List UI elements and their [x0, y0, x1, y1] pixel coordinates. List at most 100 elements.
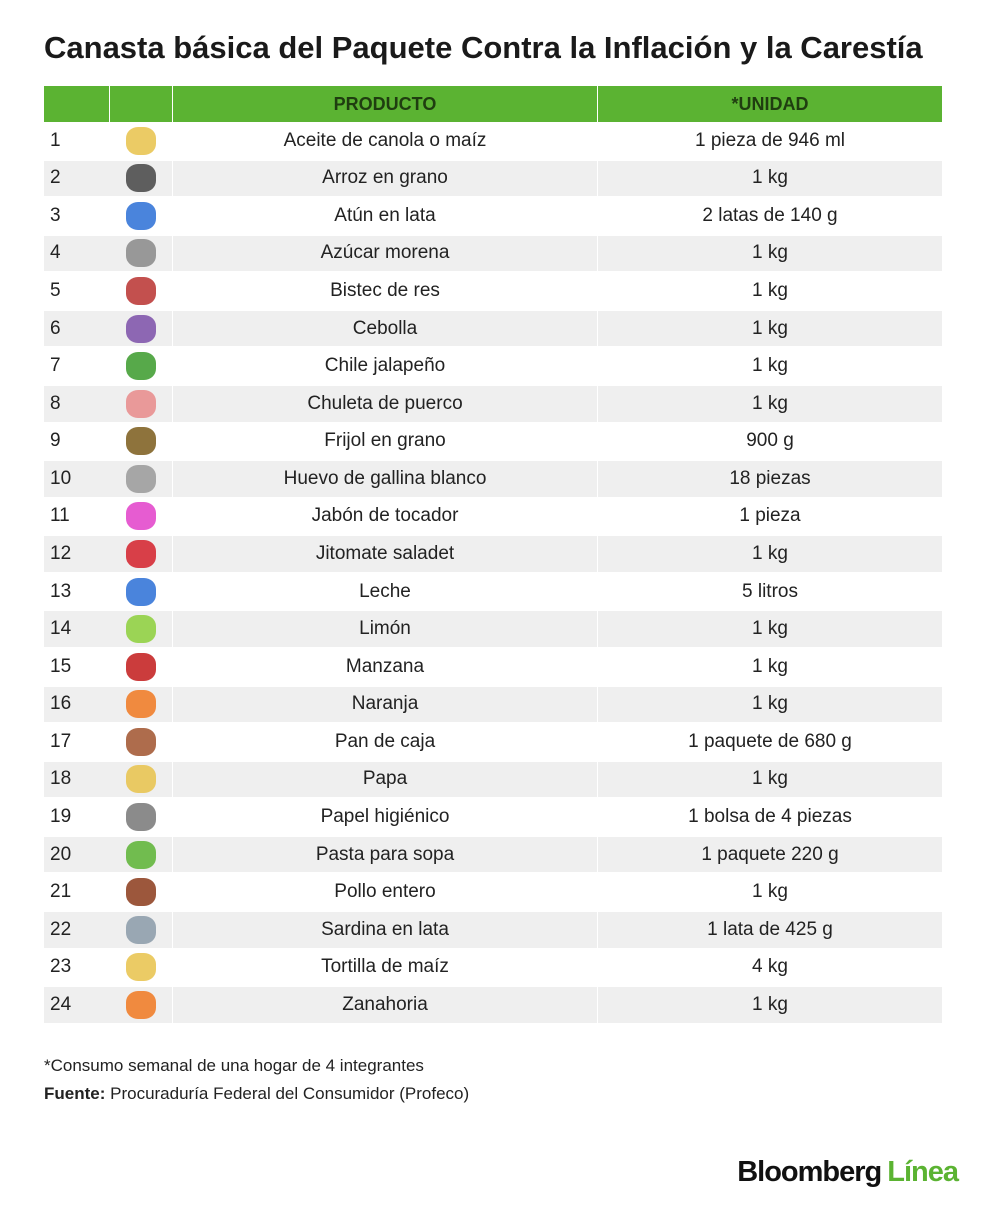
row-product: Bistec de res	[173, 273, 597, 309]
row-product: Limón	[173, 611, 597, 647]
icon	[126, 314, 156, 343]
row-number: 7	[44, 348, 115, 384]
row-number: 12	[44, 536, 115, 572]
row-icon	[110, 874, 172, 910]
row-unit: 2 latas de 140 g	[598, 198, 942, 234]
row-unit: 1 kg	[598, 611, 942, 647]
row-number: 10	[44, 461, 115, 497]
icon	[126, 502, 156, 531]
row-product: Cebolla	[173, 310, 597, 347]
row-icon	[110, 498, 172, 535]
row-product: Atún en lata	[173, 198, 597, 234]
row-number: 9	[44, 423, 115, 460]
row-product: Naranja	[173, 686, 597, 723]
icon	[126, 389, 156, 418]
row-number: 6	[44, 310, 115, 347]
row-unit: 1 lata de 425 g	[598, 911, 942, 948]
icon	[126, 765, 156, 794]
row-icon	[110, 573, 172, 610]
brand: Bloomberg	[737, 1156, 882, 1188]
row-unit: 5 litros	[598, 573, 942, 610]
row-product: Leche	[173, 573, 597, 610]
row-unit: 1 kg	[598, 385, 942, 422]
row-icon	[110, 536, 172, 572]
row-product: Papel higiénico	[173, 799, 597, 835]
brand-logo: Bloomberg Línea	[737, 1156, 959, 1189]
row-unit: 1 kg	[598, 160, 942, 197]
row-icon	[110, 648, 172, 685]
row-unit: 1 pieza de 946 ml	[598, 123, 942, 159]
row-product: Aceite de canola o maíz	[173, 123, 597, 159]
row-product: Pan de caja	[173, 724, 597, 760]
row-number: 3	[44, 198, 115, 234]
row-product: Sardina en lata	[173, 911, 597, 948]
row-number: 16	[44, 686, 115, 723]
row-number: 2	[44, 160, 115, 197]
row-icon	[110, 461, 172, 497]
icon	[126, 990, 156, 1019]
header-unit: *UNIDAD	[598, 86, 942, 122]
row-product: Chuleta de puerco	[173, 385, 597, 422]
row-unit: 1 kg	[598, 310, 942, 347]
row-number: 1	[44, 123, 115, 159]
icon	[126, 840, 156, 869]
row-icon	[110, 949, 172, 986]
row-product: Pasta para sopa	[173, 836, 597, 873]
row-icon	[110, 987, 172, 1023]
icon	[126, 277, 156, 306]
row-icon	[110, 123, 172, 159]
row-number: 22	[44, 911, 115, 948]
row-icon	[110, 611, 172, 647]
row-number: 19	[44, 799, 115, 835]
row-number: 13	[44, 573, 115, 610]
row-icon	[110, 348, 172, 384]
icon	[126, 727, 156, 756]
row-product: Pollo entero	[173, 874, 597, 910]
row-product: Chile jalapeño	[173, 348, 597, 384]
icon	[126, 201, 156, 230]
row-unit: 1 kg	[598, 273, 942, 309]
row-unit: 1 kg	[598, 348, 942, 384]
row-product: Manzana	[173, 648, 597, 685]
row-product: Arroz en grano	[173, 160, 597, 197]
icon	[126, 652, 156, 681]
row-icon	[110, 836, 172, 873]
row-product: Papa	[173, 761, 597, 798]
source-text: Procuraduría Federal del Consumidor (Pro…	[105, 1084, 470, 1103]
header-cell	[44, 86, 109, 122]
row-number: 14	[44, 611, 115, 647]
header-product: PRODUCTO	[173, 86, 597, 122]
row-product: Jabón de tocador	[173, 498, 597, 535]
row-number: 24	[44, 987, 115, 1023]
row-icon	[110, 761, 172, 798]
row-number: 20	[44, 836, 115, 873]
row-product: Jitomate saladet	[173, 536, 597, 572]
row-icon	[110, 198, 172, 234]
icon	[126, 126, 156, 155]
icon	[126, 239, 156, 268]
row-unit: 1 kg	[598, 235, 942, 272]
row-product: Frijol en grano	[173, 423, 597, 460]
row-number: 23	[44, 949, 115, 986]
footnote: *Consumo semanal de una hogar de 4 integ…	[44, 1056, 424, 1075]
row-unit: 1 kg	[598, 686, 942, 723]
icon	[126, 427, 156, 456]
icon	[126, 953, 156, 982]
icon	[126, 540, 156, 569]
brand-accent: Línea	[887, 1156, 959, 1188]
icon	[126, 878, 156, 907]
title: Canasta básica del Paquete Contra la Inf…	[44, 30, 923, 65]
source-label: Fuente:	[44, 1084, 106, 1103]
row-number: 5	[44, 273, 115, 309]
row-unit: 1 paquete 220 g	[598, 836, 942, 873]
icon	[126, 352, 156, 381]
icon	[126, 615, 156, 644]
icon	[126, 803, 156, 832]
row-number: 17	[44, 724, 115, 760]
icon	[126, 915, 156, 944]
row-number: 15	[44, 648, 115, 685]
icon	[126, 690, 156, 719]
row-unit: 900 g	[598, 423, 942, 460]
row-icon	[110, 160, 172, 197]
